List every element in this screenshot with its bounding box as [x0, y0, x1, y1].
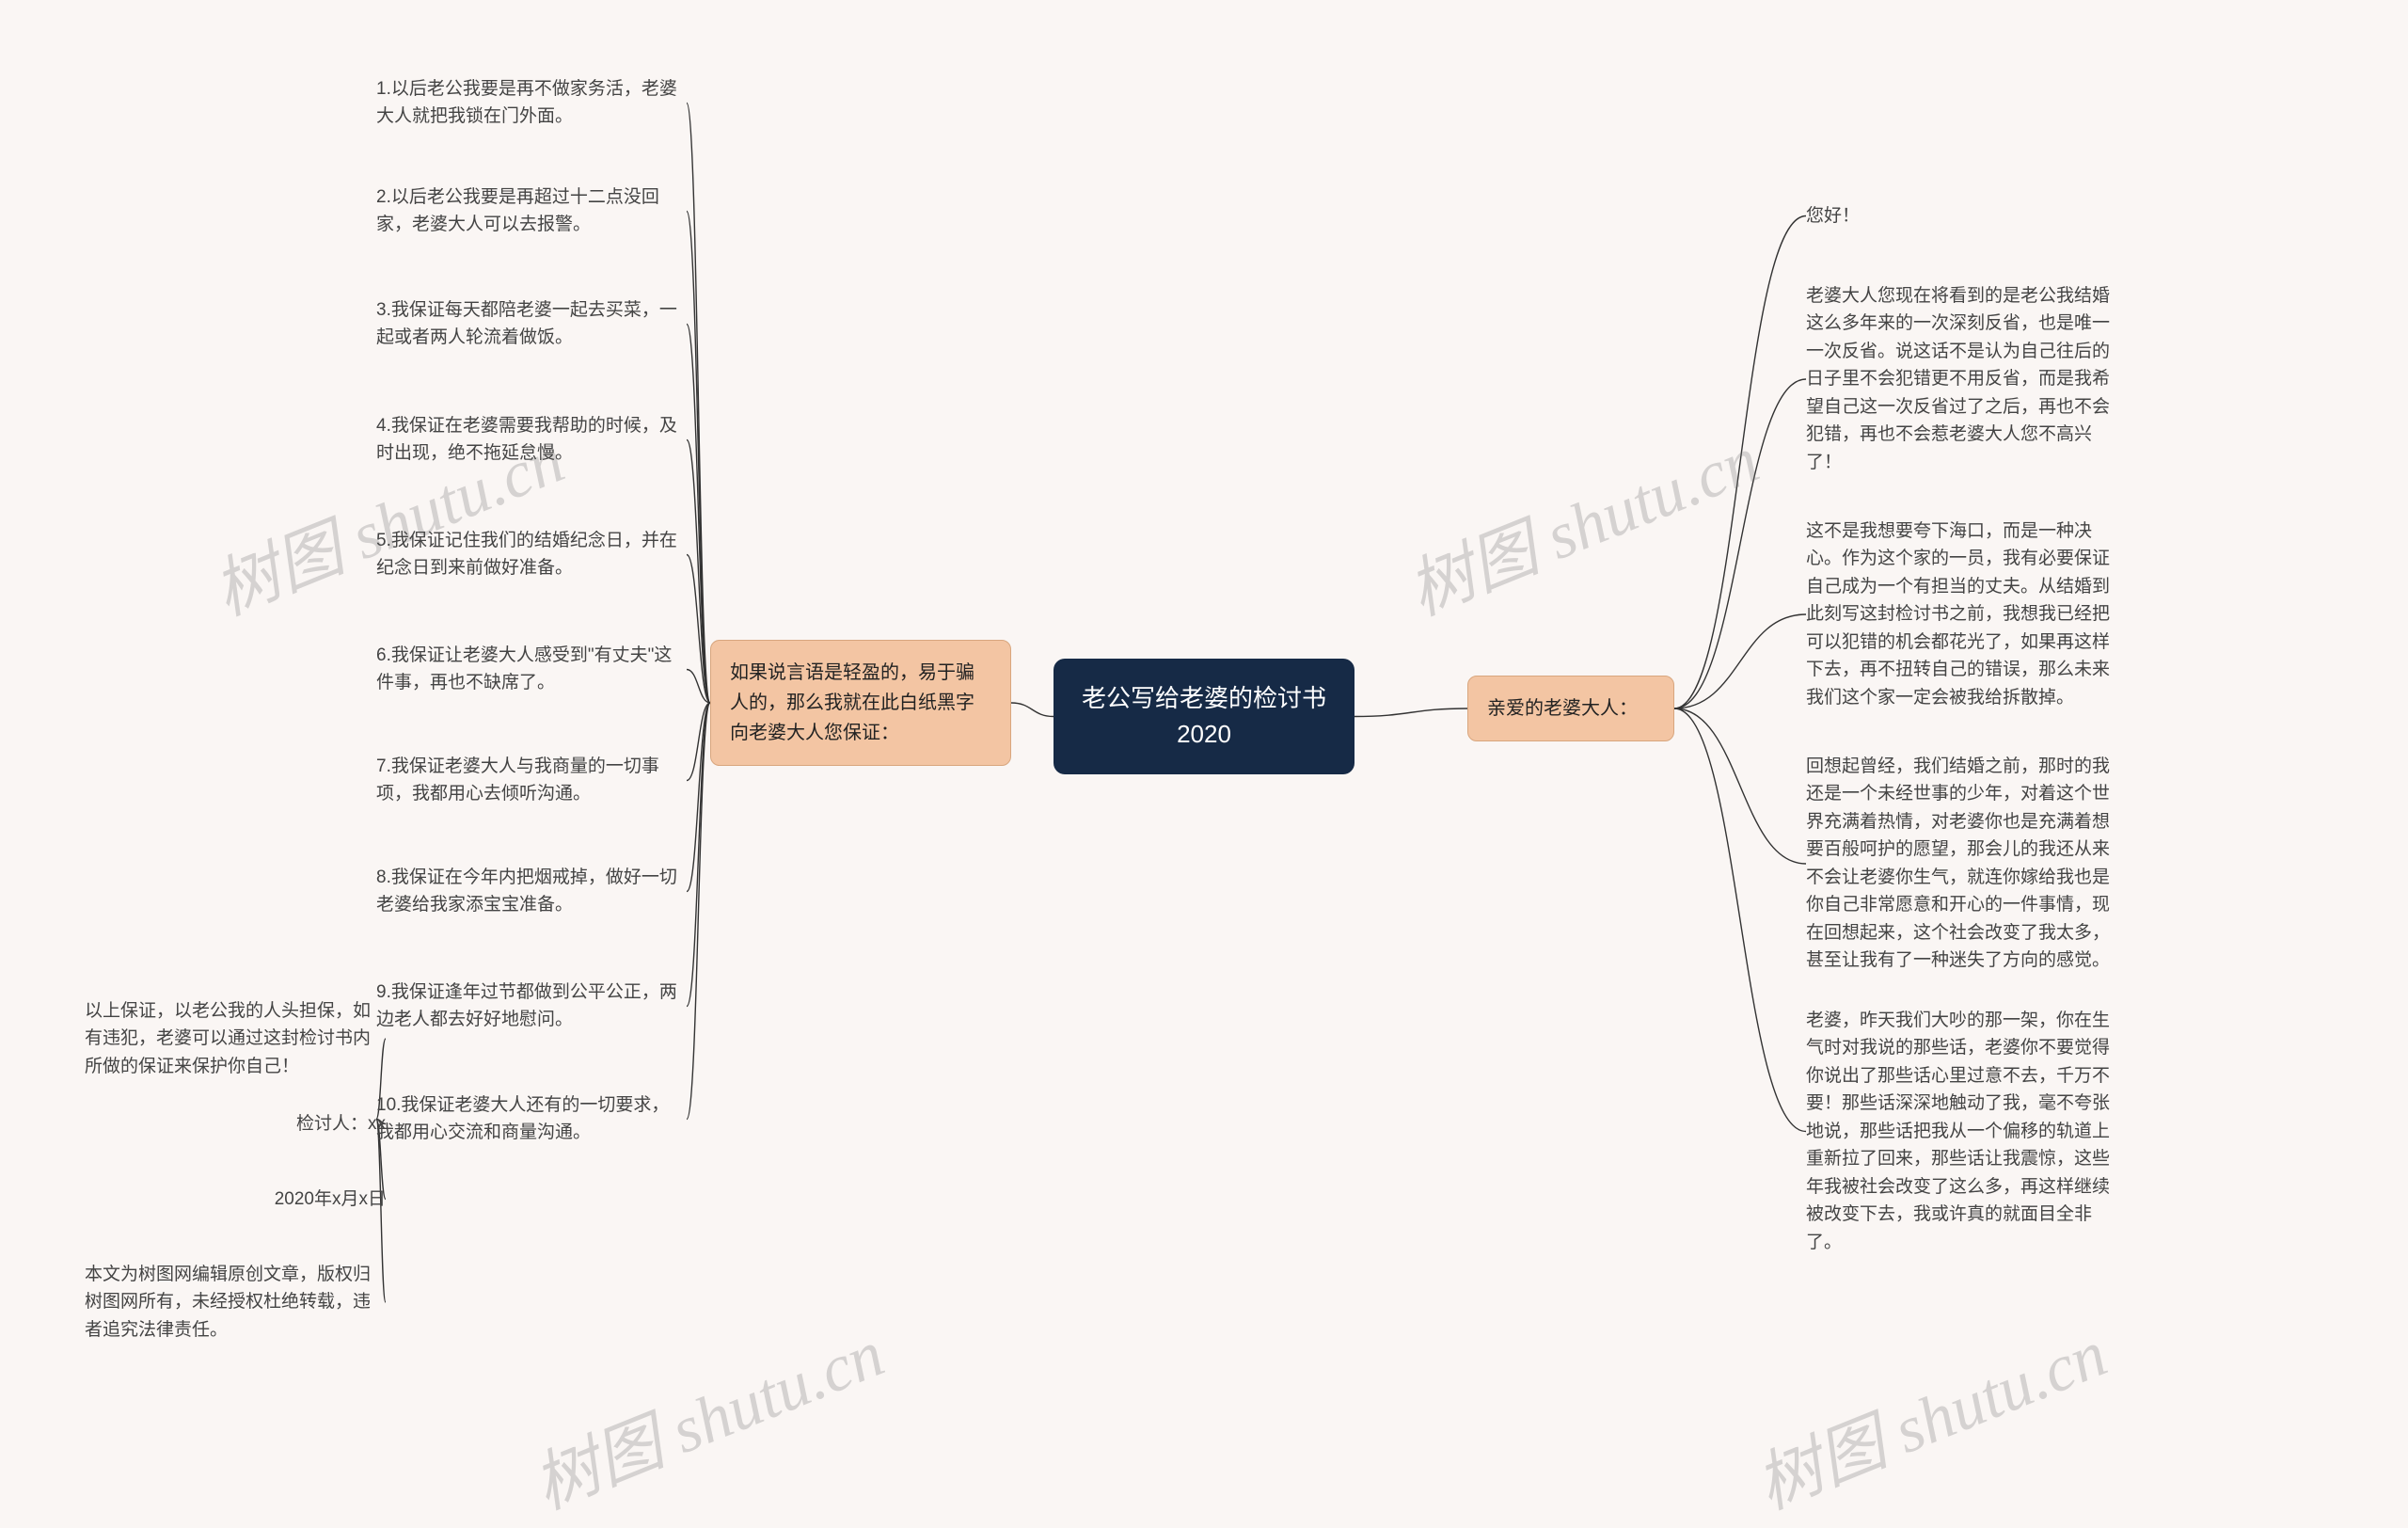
right-branch-node[interactable]: 亲爱的老婆大人：	[1467, 676, 1674, 741]
right-leaf[interactable]: 老婆，昨天我们大吵的那一架，你在生气时对我说的那些话，老婆你不要觉得你说出了那些…	[1806, 1007, 2116, 1256]
watermark: 树图 shutu.cn	[1740, 1301, 2118, 1528]
far-left-leaf[interactable]: 2020年x月x日	[85, 1186, 386, 1213]
right-leaf[interactable]: 您好！	[1806, 202, 2116, 230]
far-left-leaf[interactable]: 检讨人：xx	[85, 1110, 386, 1138]
left-leaf[interactable]: 2.以后老公我要是再超过十二点没回家，老婆大人可以去报警。	[376, 183, 687, 239]
right-leaf[interactable]: 这不是我想要夸下海口，而是一种决心。作为这个家的一员，我有必要保证自己成为一个有…	[1806, 517, 2116, 711]
center-node[interactable]: 老公写给老婆的检讨书2020	[1054, 659, 1354, 774]
mindmap-canvas: 树图 shutu.cn树图 shutu.cn树图 shutu.cn树图 shut…	[0, 0, 2408, 1412]
left-leaf[interactable]: 5.我保证记住我们的结婚纪念日，并在纪念日到来前做好准备。	[376, 527, 687, 582]
watermark: 树图 shutu.cn	[1392, 407, 1770, 634]
far-left-leaf[interactable]: 本文为树图网编辑原创文章，版权归树图网所有，未经授权杜绝转载，违者追究法律责任。	[85, 1261, 386, 1344]
left-leaf[interactable]: 1.以后老公我要是再不做家务活，老婆大人就把我锁在门外面。	[376, 75, 687, 131]
left-leaf[interactable]: 6.我保证让老婆大人感受到"有丈夫"这件事，再也不缺席了。	[376, 642, 687, 697]
left-leaf[interactable]: 8.我保证在今年内把烟戒掉，做好一切老婆给我家添宝宝准备。	[376, 864, 687, 919]
left-branch-node[interactable]: 如果说言语是轻盈的，易于骗人的，那么我就在此白纸黑字向老婆大人您保证：	[710, 640, 1011, 766]
right-leaf[interactable]: 回想起曾经，我们结婚之前，那时的我还是一个未经世事的少年，对着这个世界充满着热情…	[1806, 753, 2116, 975]
left-leaf[interactable]: 4.我保证在老婆需要我帮助的时候，及时出现，绝不拖延怠慢。	[376, 412, 687, 468]
left-leaf[interactable]: 3.我保证每天都陪老婆一起去买菜，一起或者两人轮流着做饭。	[376, 296, 687, 352]
watermark: 树图 shutu.cn	[517, 1301, 895, 1528]
right-leaf[interactable]: 老婆大人您现在将看到的是老公我结婚这么多年来的一次深刻反省，也是唯一一次反省。说…	[1806, 282, 2116, 476]
left-leaf[interactable]: 9.我保证逢年过节都做到公平公正，两边老人都去好好地慰问。	[376, 979, 687, 1034]
left-leaf[interactable]: 10.我保证老婆大人还有的一切要求，我都用心交流和商量沟通。	[376, 1091, 687, 1147]
left-leaf[interactable]: 7.我保证老婆大人与我商量的一切事项，我都用心去倾听沟通。	[376, 753, 687, 808]
far-left-leaf[interactable]: 以上保证，以老公我的人头担保，如有违犯，老婆可以通过这封检讨书内所做的保证来保护…	[85, 997, 386, 1080]
